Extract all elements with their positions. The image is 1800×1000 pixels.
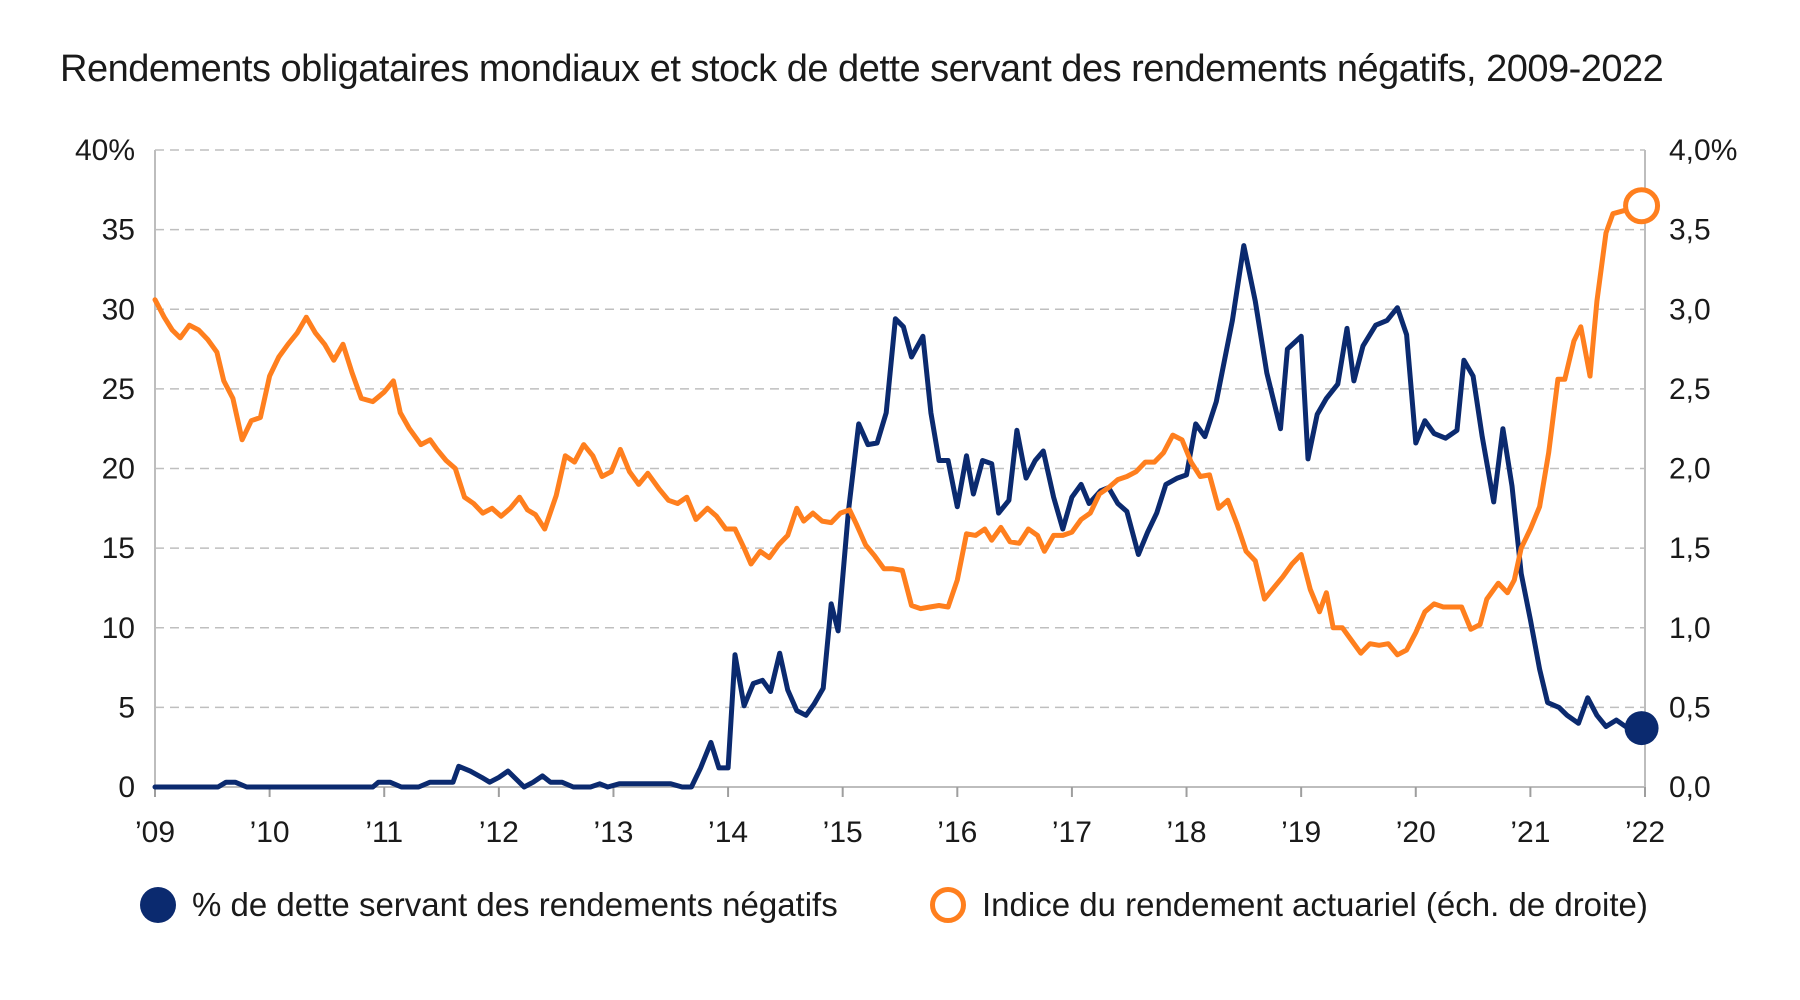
y-left-tick-label: 20 xyxy=(102,453,135,486)
y-right-tick-label: 2,0 xyxy=(1669,453,1711,486)
y-right-tick-label: 2,5 xyxy=(1669,373,1711,406)
legend-marker-navy xyxy=(140,887,176,923)
x-tick-label: ’11 xyxy=(365,816,403,849)
x-tick-label: ’15 xyxy=(823,816,863,849)
x-tick-label: ’13 xyxy=(593,816,633,849)
x-tick-label: ’14 xyxy=(708,816,748,849)
legend-item-negative-yield-debt: % de dette servant des rendements négati… xyxy=(140,880,838,930)
y-left-tick-label: 30 xyxy=(102,293,135,326)
x-tick-label: ’09 xyxy=(135,816,175,849)
y-left-tick-label: 35 xyxy=(102,214,135,247)
legend-item-yield-index: Indice du rendement actuariel (éch. de d… xyxy=(930,880,1648,930)
end-marker-yield-index xyxy=(1623,187,1661,225)
y-left-tick-label: 40% xyxy=(75,134,135,167)
chart-title: Rendements obligataires mondiaux et stoc… xyxy=(60,48,1664,90)
x-tick-label: ’12 xyxy=(479,816,519,849)
series-line-negative-yield-debt xyxy=(152,243,1645,790)
x-tick-label: ’18 xyxy=(1167,816,1207,849)
y-right-tick-label: 3,0 xyxy=(1669,293,1711,326)
x-tick-label: ’22 xyxy=(1625,816,1665,849)
y-right-tick-label: 4,0% xyxy=(1669,134,1737,167)
y-left-tick-label: 25 xyxy=(102,373,135,406)
y-left-tick-label: 0 xyxy=(118,771,135,804)
y-left-tick-label: 5 xyxy=(118,691,135,724)
legend-label-yield-index: Indice du rendement actuariel (éch. de d… xyxy=(982,886,1648,923)
x-tick-label: ’21 xyxy=(1510,816,1550,849)
x-tick-label: ’20 xyxy=(1396,816,1436,849)
x-tick-label: ’10 xyxy=(250,816,290,849)
y-right-tick-label: 1,5 xyxy=(1669,532,1711,565)
y-right-tick-label: 3,5 xyxy=(1669,214,1711,247)
x-tick-label: ’19 xyxy=(1281,816,1321,849)
y-left-tick-label: 10 xyxy=(102,612,135,645)
legend-marker-orange xyxy=(930,887,966,923)
y-left-tick-label: 15 xyxy=(102,532,135,565)
series-line-yield-index xyxy=(152,203,1645,658)
y-right-tick-label: 0,5 xyxy=(1669,691,1711,724)
y-right-tick-label: 0,0 xyxy=(1669,771,1711,804)
x-tick-label: ’16 xyxy=(937,816,977,849)
end-marker-negative-yield-debt xyxy=(1624,711,1659,746)
x-tick-label: ’17 xyxy=(1052,816,1092,849)
legend-label-negative-yield-debt: % de dette servant des rendements négati… xyxy=(192,886,838,923)
y-right-tick-label: 1,0 xyxy=(1669,612,1711,645)
